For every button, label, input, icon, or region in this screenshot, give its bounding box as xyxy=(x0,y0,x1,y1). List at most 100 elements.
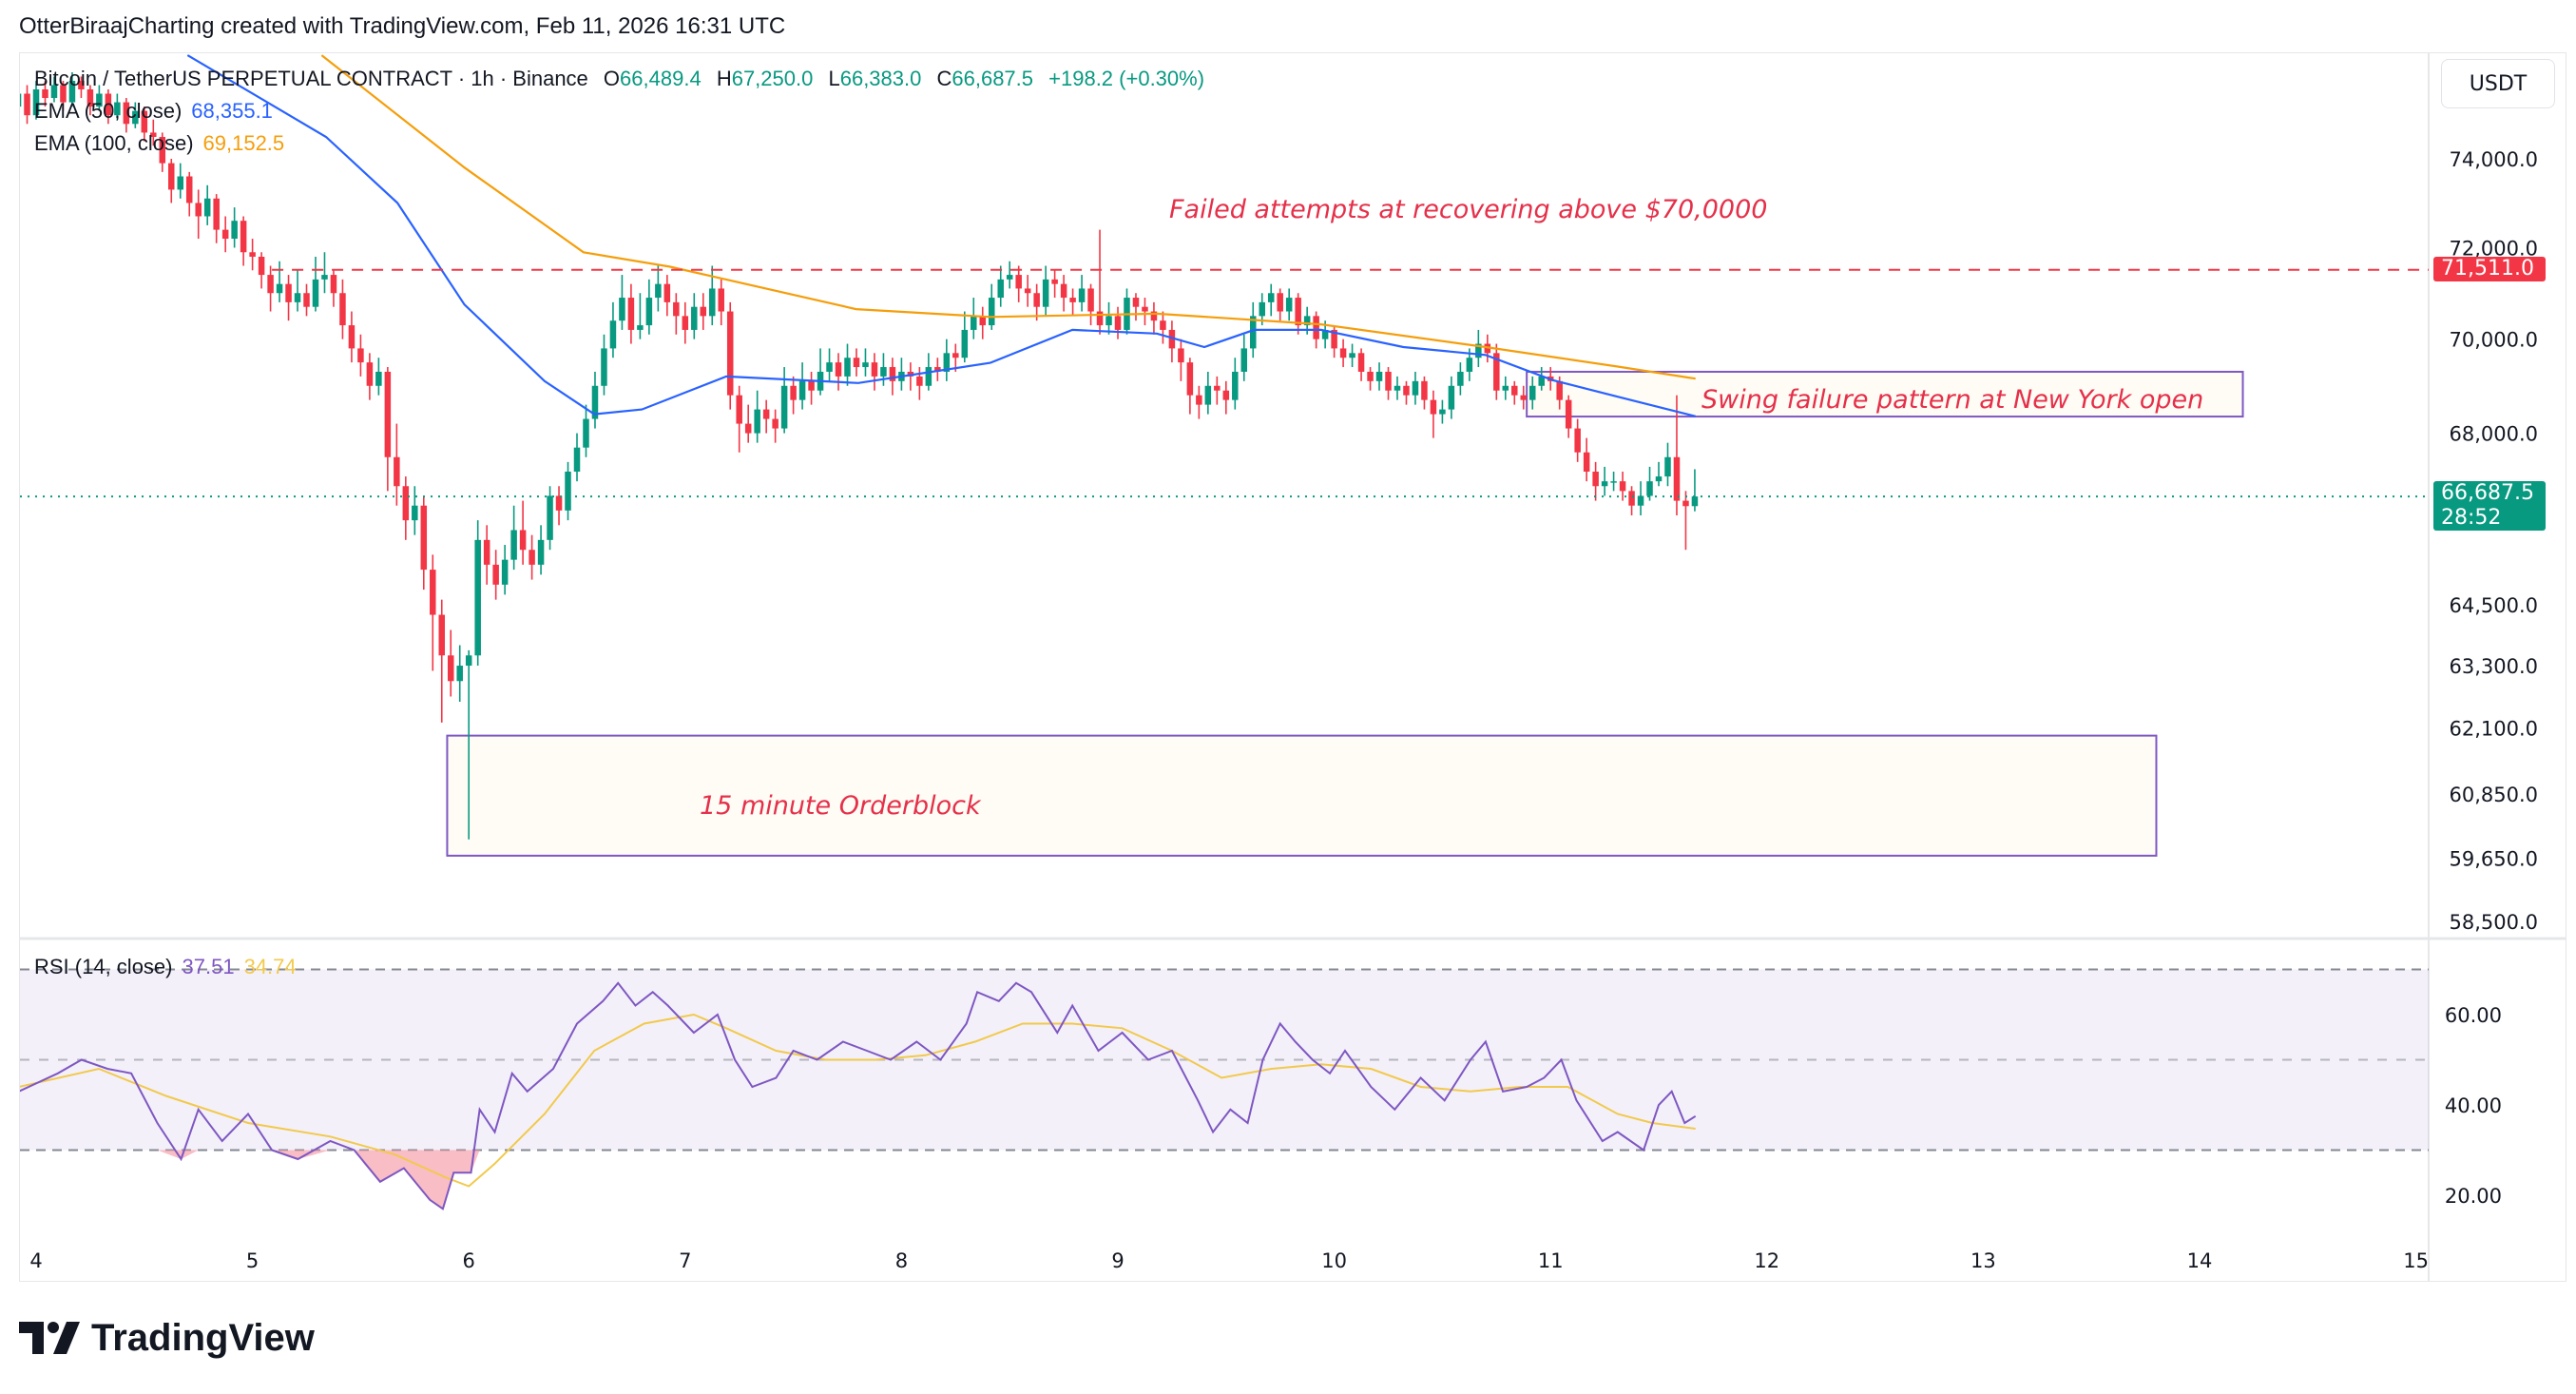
candle-body xyxy=(1520,395,1528,400)
candle-body xyxy=(925,367,932,386)
candle-body xyxy=(1673,456,1681,501)
candle-body xyxy=(1196,395,1202,405)
rsi-tick-label: 40.00 xyxy=(2445,1094,2502,1117)
candle-body xyxy=(547,495,553,540)
candle-body xyxy=(1565,399,1572,429)
annotation-swing-failure[interactable]: Swing failure pattern at New York open xyxy=(1701,385,2204,415)
candle-body xyxy=(619,298,625,321)
candle-body xyxy=(123,102,130,125)
candle-body xyxy=(1592,471,1599,487)
candle-body xyxy=(1637,495,1644,506)
candle-body xyxy=(565,471,571,511)
candle-body xyxy=(1259,301,1265,317)
open-label: O xyxy=(603,67,621,90)
candle-body xyxy=(853,358,860,368)
price-tick-label: 58,500.0 xyxy=(2449,911,2538,934)
candle-body xyxy=(1132,298,1140,307)
annotation-failed-attempts[interactable]: Failed attempts at recovering above $70,… xyxy=(1169,195,1768,224)
price-tick-label: 68,000.0 xyxy=(2449,423,2538,446)
ema100-value: 69,152.5 xyxy=(202,131,285,155)
candle-body xyxy=(952,353,959,358)
candle-body xyxy=(1042,279,1049,307)
time-tick-label: 10 xyxy=(1321,1249,1347,1272)
candle-body xyxy=(573,447,581,472)
candle-body xyxy=(221,229,229,240)
candle-body xyxy=(267,275,274,294)
candle-body xyxy=(213,198,220,230)
candle-body xyxy=(1222,390,1230,400)
annotation-orderblock[interactable]: 15 minute Orderblock xyxy=(700,791,981,821)
candle-body xyxy=(1339,348,1347,358)
candle-body xyxy=(1430,399,1437,415)
candle-body xyxy=(1114,316,1122,330)
bar-countdown: 28:52 xyxy=(2441,506,2502,531)
last-price-label: 66,687.5 28:52 xyxy=(2433,481,2546,532)
candle-body xyxy=(609,320,617,349)
candle-body xyxy=(934,367,941,372)
candle-body xyxy=(1421,380,1428,400)
low-label: L xyxy=(828,67,840,90)
candle-body xyxy=(1357,353,1365,372)
rsi-legend[interactable]: RSI (14, close) 37.51 34.74 xyxy=(34,955,306,979)
candle-body xyxy=(321,275,328,280)
ema100-line xyxy=(320,54,1696,380)
candle-body xyxy=(1493,353,1500,391)
candle-body xyxy=(492,564,499,585)
last-price-text: 66,687.5 xyxy=(2441,481,2534,506)
ema100-label: EMA (100, close) xyxy=(34,131,194,155)
candle-body xyxy=(979,316,987,326)
candle-body xyxy=(961,329,969,358)
tradingview-logo[interactable]: TradingView xyxy=(19,1317,315,1360)
candle-body xyxy=(50,85,58,99)
price-tick-label: 72,000.0 xyxy=(2449,238,2538,261)
candle-body xyxy=(430,570,436,615)
candle-body xyxy=(114,102,121,116)
candle-body xyxy=(826,362,833,372)
candle-body xyxy=(726,311,734,396)
candle-body xyxy=(1691,496,1699,507)
candle-body xyxy=(42,88,48,99)
ema100-legend[interactable]: EMA (100, close) 69,152.5 xyxy=(34,131,294,156)
candle-body xyxy=(185,176,193,203)
candle-body xyxy=(663,283,671,302)
candle-body xyxy=(177,176,183,190)
candle-body xyxy=(1385,371,1392,391)
candle-body xyxy=(673,301,680,317)
rsi-ma-value: 34.74 xyxy=(243,955,297,978)
rsi-tick-label: 20.00 xyxy=(2445,1185,2502,1208)
candle-body xyxy=(132,110,139,125)
candle-body xyxy=(375,371,382,386)
time-tick-label: 7 xyxy=(679,1249,691,1272)
orderblock-box xyxy=(446,734,2158,857)
candle-body xyxy=(1186,362,1194,396)
candle-body xyxy=(1142,306,1148,312)
change-value: +198.2 (+0.30%) xyxy=(1048,67,1205,90)
candle-body xyxy=(366,362,374,386)
candle-body xyxy=(627,298,635,330)
brand-name: TradingView xyxy=(91,1317,315,1359)
time-tick-label: 12 xyxy=(1754,1249,1779,1272)
candle-body xyxy=(844,358,851,377)
candle-body xyxy=(1475,343,1482,358)
currency-button[interactable]: USDT xyxy=(2441,59,2555,108)
candle-body xyxy=(1556,380,1563,400)
candle-body xyxy=(537,539,545,565)
ema50-legend[interactable]: EMA (50, close) 68,355.1 xyxy=(34,99,282,124)
candle-body xyxy=(1484,343,1491,354)
candle-body xyxy=(1412,380,1419,396)
time-tick-label: 14 xyxy=(2187,1249,2213,1272)
candle-body xyxy=(87,88,94,107)
open-value: 66,489.4 xyxy=(620,67,702,90)
candle-body xyxy=(6,106,12,115)
candle-body xyxy=(1240,348,1248,372)
candle-body xyxy=(231,221,238,240)
candle-body xyxy=(339,293,346,326)
candle-body xyxy=(276,283,283,294)
candle-body xyxy=(141,110,148,133)
candle-body xyxy=(1511,385,1518,396)
symbol-legend[interactable]: Bitcoin / TetherUS PERPETUAL CONTRACT · … xyxy=(34,67,1214,91)
candle-body xyxy=(709,288,716,317)
low-value: 66,383.0 xyxy=(839,67,922,90)
candle-body xyxy=(1015,275,1022,289)
